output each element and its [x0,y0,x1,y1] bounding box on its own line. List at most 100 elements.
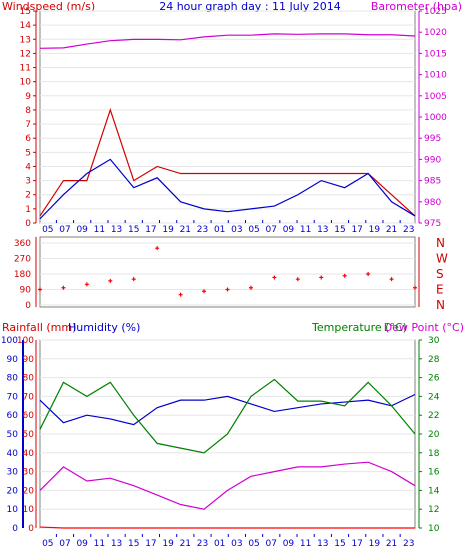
humidity-tick: 80 [7,374,19,384]
windspeed-tick: 9 [25,92,31,102]
direction-gridlines [40,242,415,306]
temperature-tick: 24 [428,392,440,402]
barometer-tick: 1000 [424,113,447,123]
windspeed-tick: 1 [25,205,31,215]
temp-x-tick: 13 [317,539,328,549]
humidity-tick: 90 [7,355,19,365]
temperature-tick: 12 [428,505,439,515]
humidity-tick: 30 [7,468,19,478]
rainfall-tick: 10 [23,505,35,515]
temp-x-tick: 17 [351,539,362,549]
direction-point [61,285,66,290]
wind-x-tick: 13 [111,225,122,235]
windspeed-tick: 2 [25,191,31,201]
direction-point [38,287,42,292]
direction-point [178,292,183,297]
wind-x-tick: 19 [369,225,381,235]
wind-x-tick: 11 [94,225,105,235]
temp-x-tick: 03 [231,539,242,549]
wind-x-tick: 21 [180,225,191,235]
temp-x-tick: 07 [266,539,277,549]
wind-x-tick: 11 [300,225,311,235]
rainfall-tick: 100 [17,336,34,346]
humidity-tick: 70 [7,392,19,402]
windspeed-tick: 8 [25,106,31,116]
temp-x-tick: 15 [128,539,139,549]
temp-series-line-3 [39,461,416,510]
rainfall-tick: 90 [23,355,35,365]
temperature-tick-labels: 10 12 14 16 18 20 22 24 26 28 30 [419,336,440,534]
windspeed-tick: 13 [20,35,31,45]
barometer-axis-title: Barometer (hpa) [371,0,462,13]
windspeed-tick: 5 [25,148,31,158]
rainfall-tick: 80 [23,374,35,384]
wind-x-tick: 09 [283,225,295,235]
wind-x-tick: 15 [128,225,139,235]
direction-tick: 360 [14,239,31,249]
compass-label: W [436,252,448,266]
windspeed-tick: 10 [20,78,32,88]
direction-point [155,246,160,251]
temp-x-tick: 23 [403,539,414,549]
barometer-tick-labels: 975 980 985 990 995 1000 1005 1010 1015 1020 1025 [419,7,447,229]
humidity-tick-labels: 0 10 20 30 40 50 60 70 80 90 100 [1,336,18,534]
barometer-tick: 1015 [424,49,447,59]
humidity-tick: 20 [7,486,19,496]
direction-tick: 180 [14,270,31,280]
direction-point [225,287,230,292]
compass-label: N [436,298,445,312]
wind-x-tick: 19 [162,225,174,235]
barometer-tick: 1020 [424,28,447,38]
barometer-tick: 995 [424,134,441,144]
humidity-tick: 100 [1,336,18,346]
wind-x-tick: 15 [334,225,345,235]
chart-title: 24 hour graph day : 11 July 2014 [159,0,341,13]
wind-x-tick: 07 [59,225,70,235]
windspeed-tick: 0 [25,219,31,229]
temp-x-tick: 05 [248,539,259,549]
temperature-tick: 22 [428,411,439,421]
temp-series-line-2 [39,378,416,454]
dewpoint-axis-title: Dew Point (°C) [384,321,464,334]
temperature-tick: 26 [428,374,440,384]
windspeed-axis-title: Windspeed (m/s) [2,0,95,13]
windspeed-tick: 6 [25,134,31,144]
direction-panel-frame [39,236,416,308]
direction-point [131,277,136,282]
temp-x-tick: 21 [180,539,191,549]
temp-x-tick: 23 [197,539,208,549]
direction-point [248,285,253,290]
temperature-tick: 14 [428,486,440,496]
temp-x-tick: 13 [111,539,122,549]
rainfall-tick: 30 [23,468,35,478]
wind-x-tick: 05 [248,225,259,235]
rainfall-tick-labels: 0 10 20 30 40 50 60 70 80 90 100 [17,336,34,534]
temp-series-group [39,378,416,529]
wind-series-line-1 [39,108,416,217]
windspeed-tick: 4 [25,162,31,172]
temp-x-tick: 19 [369,539,381,549]
compass-label: N [436,236,445,250]
humidity-tick: 60 [7,411,19,421]
wind-x-tick: 21 [386,225,397,235]
temperature-tick: 10 [428,524,440,534]
humidity-tick: 0 [12,524,18,534]
direction-tick: 90 [20,286,32,296]
direction-tick: 0 [25,301,31,311]
wind-x-tick: 23 [403,225,414,235]
temp-x-tick: 19 [162,539,174,549]
barometer-tick: 1005 [424,92,447,102]
temperature-tick: 30 [428,336,440,346]
direction-point [366,272,371,276]
direction-point [272,275,277,280]
temp-x-tick: 05 [42,539,53,549]
wind-series-line-0 [39,33,416,49]
humidity-tick: 40 [7,449,19,459]
direction-point [342,273,347,278]
temp-x-tick: 07 [59,539,70,549]
